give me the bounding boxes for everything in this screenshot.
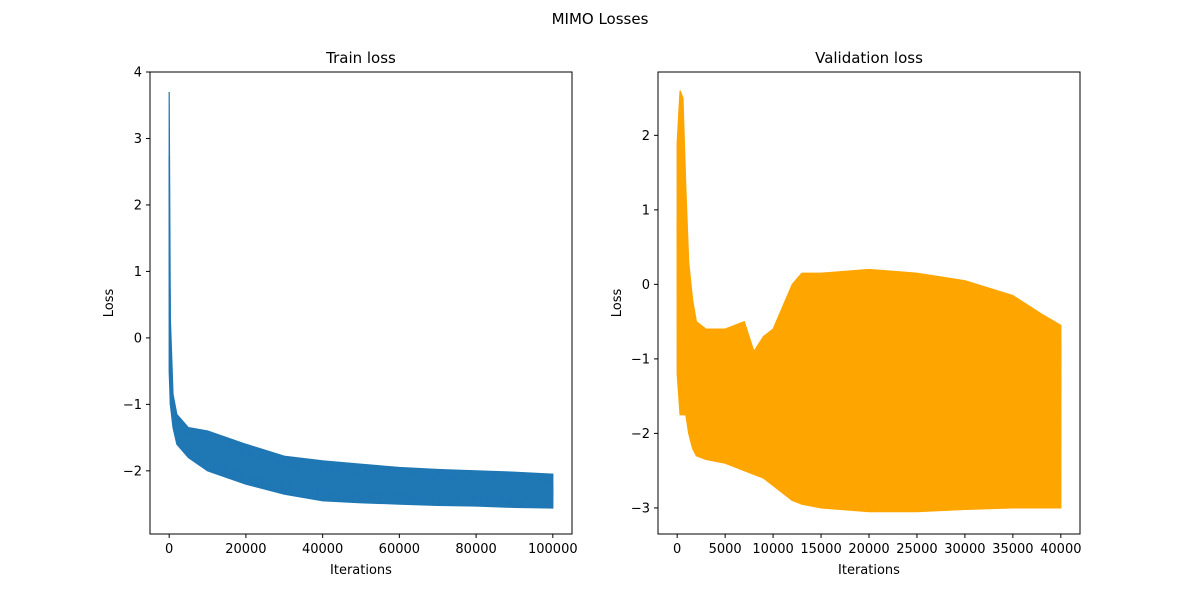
train-loss-ytick-label: −2 [123, 464, 142, 479]
validation-loss-ytick-label: −3 [631, 501, 650, 516]
validation-loss-xtick-label: 20000 [848, 542, 889, 557]
train-loss-series-line [168, 155, 554, 508]
train-loss-xtick-label: 40000 [302, 542, 343, 557]
validation-loss-ytick-label: 0 [642, 278, 650, 293]
train-loss-ytick-label: −1 [123, 398, 142, 413]
validation-loss-axes: 0 5000 10000 15000 20000 25000 30000 35000 40000… [610, 49, 1081, 578]
train-loss-ytick-label: 3 [134, 132, 142, 147]
validation-loss-xtick-label: 35000 [992, 542, 1033, 557]
train-loss-xtick-label: 100000 [528, 542, 578, 557]
train-loss-xtick-label: 0 [165, 542, 173, 557]
validation-loss-xtick-label: 10000 [752, 542, 793, 557]
validation-loss-ylabel: Loss [610, 289, 625, 318]
validation-loss-xtick-label: 0 [673, 542, 681, 557]
validation-loss-xtick-label: 25000 [896, 542, 937, 557]
train-loss-ytick-label: 2 [134, 198, 142, 213]
train-loss-axes-frame [149, 71, 573, 535]
train-loss-axes: 0 20000 40000 60000 80000 100000 −2 −1 0 1 2 3 4 Trai… [102, 49, 578, 578]
train-loss-xtick-label: 80000 [455, 542, 496, 557]
validation-loss-ytick-label: −2 [631, 427, 650, 442]
validation-loss-ytick-label: 2 [642, 129, 650, 144]
validation-loss-xtick-label: 30000 [944, 542, 985, 557]
validation-loss-xtick-label: 15000 [800, 542, 841, 557]
train-loss-xtick-label: 20000 [225, 542, 266, 557]
validation-loss-xlabel: Iterations [838, 563, 900, 578]
validation-loss-xtick-label: 40000 [1040, 542, 1081, 557]
train-loss-xlabel: Iterations [330, 563, 392, 578]
train-loss-title: Train loss [325, 49, 396, 67]
figure-suptitle: MIMO Losses [552, 10, 649, 28]
train-loss-ytick-label: 4 [134, 66, 142, 81]
validation-loss-xtick-label: 5000 [709, 542, 742, 557]
validation-loss-series-line [676, 102, 1062, 512]
train-loss-ytick-label: 0 [134, 331, 142, 346]
train-loss-ylabel: Loss [102, 289, 117, 318]
validation-loss-ytick-label: −1 [631, 352, 650, 367]
validation-loss-title: Validation loss [815, 49, 923, 67]
train-loss-xtick-label: 60000 [379, 542, 420, 557]
validation-loss-ytick-label: 1 [642, 203, 650, 218]
train-loss-ytick-label: 1 [134, 265, 142, 280]
